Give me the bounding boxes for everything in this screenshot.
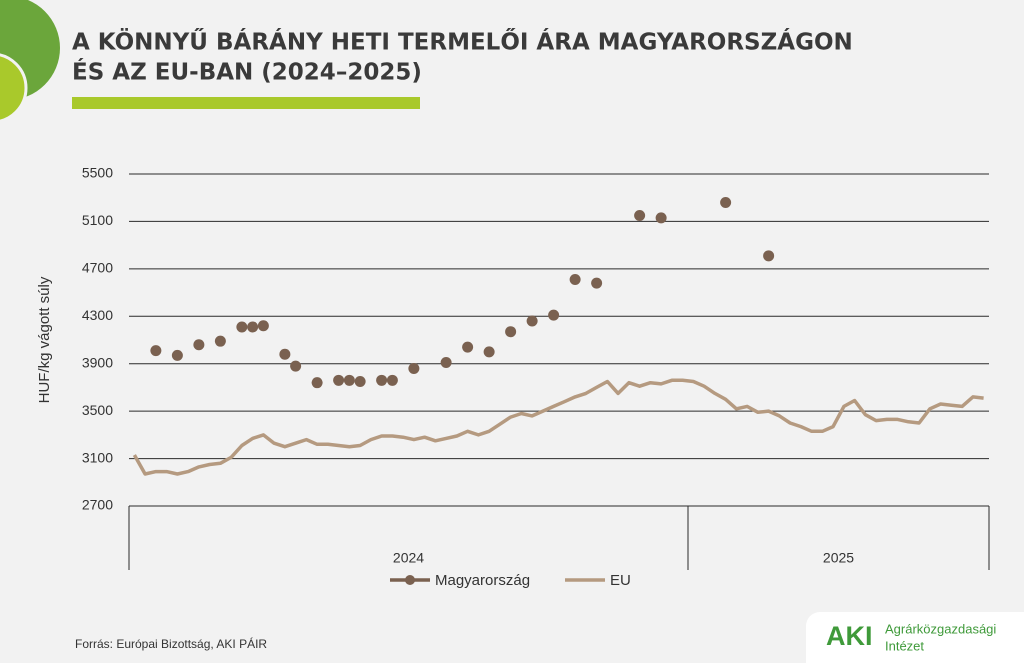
y-tick-label: 3500 [82, 402, 113, 418]
y-tick-label: 4700 [82, 260, 113, 276]
data-point [193, 339, 205, 351]
data-point [569, 274, 581, 286]
data-point [257, 320, 269, 332]
data-point [526, 315, 538, 327]
source: Forrás: Európai Bizottság, AKI PÁIR [75, 636, 267, 651]
data-point [311, 377, 323, 389]
data-point [150, 345, 162, 357]
data-point [462, 341, 474, 353]
data-point [634, 210, 646, 221]
y-tick-label: 2700 [82, 497, 113, 513]
data-point [548, 309, 560, 321]
data-point [505, 326, 517, 338]
data-point [236, 321, 248, 333]
legend-marker [405, 575, 415, 585]
x-group-label: 2024 [393, 550, 424, 566]
logo-text: Intézet [885, 638, 924, 653]
y-axis-label: HUF/kg vágott súly [36, 276, 53, 403]
data-point [214, 335, 226, 347]
title-underline [72, 97, 420, 109]
data-point [386, 374, 398, 386]
legend-label: EU [610, 572, 631, 589]
data-point [720, 196, 732, 208]
data-point [171, 349, 183, 361]
data-point [408, 362, 420, 374]
y-tick-label: 3100 [82, 449, 113, 465]
data-point [247, 321, 259, 333]
decor-circle [0, 53, 28, 123]
y-tick-label: 3900 [82, 354, 113, 370]
data-point [290, 360, 302, 372]
data-point [343, 374, 355, 386]
data-point [333, 374, 345, 386]
logo-text: Agrárközgazdasági [885, 621, 996, 636]
logo-mark: AKI [826, 621, 873, 651]
data-point [591, 277, 603, 289]
data-point [440, 357, 452, 369]
data-point [763, 250, 775, 262]
data-point [655, 212, 667, 224]
y-tick-label: 5100 [82, 212, 113, 228]
data-point [483, 346, 495, 358]
logo-box [806, 612, 1024, 663]
data-point [279, 348, 291, 360]
x-group-label: 2025 [823, 550, 854, 566]
data-point [354, 376, 366, 387]
data-point [376, 374, 388, 386]
y-tick-label: 4300 [82, 307, 113, 323]
legend-label: Magyarország [435, 572, 530, 589]
data-line [132, 378, 984, 476]
chart-title: ÉS AZ EU-BAN (2024–2025) [72, 58, 422, 86]
y-tick-label: 5500 [82, 165, 113, 181]
chart-title: A KÖNNYŰ BÁRÁNY HETI TERMELŐI ÁRA MAGYAR… [72, 28, 853, 56]
